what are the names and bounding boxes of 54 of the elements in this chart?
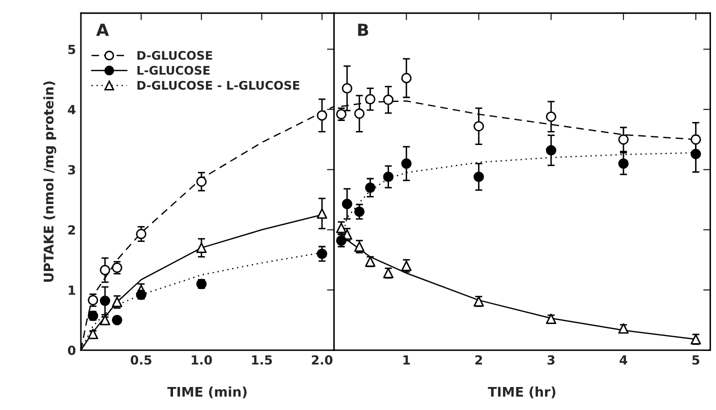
point [100,264,110,276]
x-axis-title: TIME (hr) [488,386,556,398]
y-tick-label: 5 [68,44,76,54]
point [196,176,207,187]
x-tick-label: 1.0 [192,355,212,365]
point [100,296,110,306]
x-tick-label: 1 [403,355,410,364]
y-tick-label: 3 [68,165,76,175]
point [401,72,412,84]
annotation: A [96,24,109,36]
point [316,208,328,219]
point [112,314,122,326]
point [196,242,207,254]
point [690,148,701,160]
y-tick-label: 2 [68,225,75,235]
point [474,121,484,132]
point [88,328,98,340]
legend-label: D-GLUCOSE [137,50,212,60]
point [546,111,556,122]
point [365,182,376,193]
point [546,145,556,156]
point [383,172,394,182]
point [383,94,394,105]
point [546,314,556,324]
x-tick-label: 2 [475,355,482,364]
x-tick-label: 5 [692,355,700,365]
y-tick-label: 4 [68,105,76,114]
point [618,323,629,334]
point [100,314,110,326]
x-tick-label: 4 [620,355,628,364]
point [365,94,376,104]
x-tick-label: 1.5 [252,355,272,365]
point [354,206,365,217]
point [690,134,701,145]
y-axis-title: UPTAKE (nmol /mg protein) [43,81,56,282]
point [354,108,365,119]
x-tick-label: 2.0 [312,355,332,365]
legend-label: D-GLUCOSE - L-GLUCOSE [137,80,300,90]
annotation: B [358,24,368,36]
y-tick-label: 0 [68,346,76,356]
point [316,110,328,121]
y-tick-label: 1 [68,286,76,295]
point [474,172,484,182]
x-axis-title: TIME (min) [167,386,247,398]
legend-label: L-GLUCOSE [137,66,210,75]
point [401,158,412,169]
x-tick-label: 0.5 [130,355,152,365]
point [618,158,629,169]
point [342,198,352,210]
point [316,248,328,260]
point [618,134,629,145]
x-tick-label: 3 [548,355,554,365]
point [136,228,146,240]
point [342,83,352,94]
